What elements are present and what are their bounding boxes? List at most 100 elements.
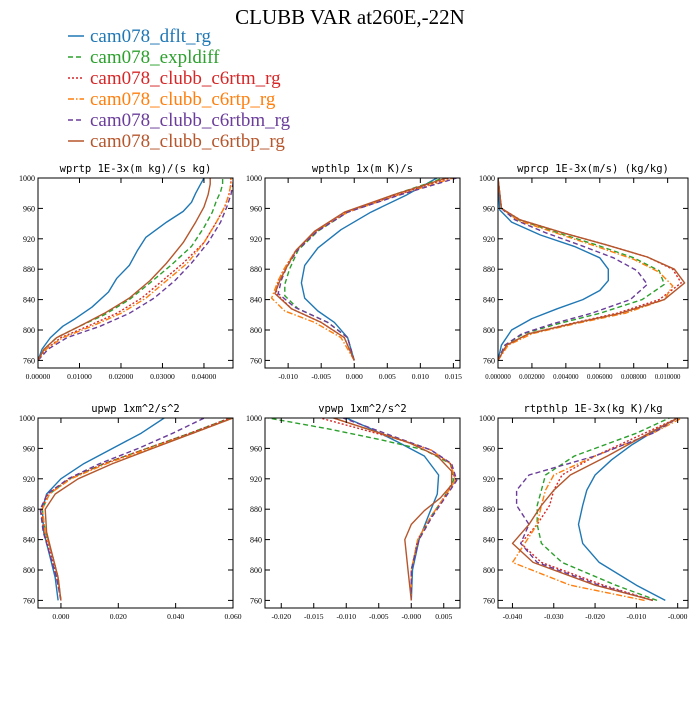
series-group [270, 178, 457, 361]
y-tick-label: 920 [23, 475, 35, 484]
y-tick-label: 920 [23, 235, 35, 244]
y-tick-label: 960 [250, 204, 262, 213]
y-tick-label: 800 [23, 566, 35, 575]
x-tick-label: 0.006000 [587, 374, 613, 381]
series-line [300, 178, 438, 361]
series-group [511, 418, 683, 602]
x-tick-label: 0.03000 [150, 372, 175, 381]
legend-label: cam078_clubb_c6rtp_rg [90, 89, 276, 110]
y-tick-label: 960 [483, 204, 495, 213]
y-tick-label: 1000 [246, 174, 262, 183]
series-line [39, 418, 205, 601]
plot-frame [264, 177, 461, 369]
y-tick-label: 840 [483, 536, 495, 545]
panel: vpwp 1xm^2/s^2 760 800 840 880 920 960 1000 -0.0… [246, 403, 461, 621]
series-line [498, 178, 609, 361]
series-group [498, 178, 686, 361]
y-tick-label: 880 [23, 505, 35, 514]
y-tick-label: 1000 [479, 414, 495, 423]
x-tick-label: -0.005 [311, 372, 331, 381]
plot-frame [497, 417, 689, 609]
y-tick-label: 1000 [479, 174, 495, 183]
series-line [498, 178, 674, 361]
x-tick-label: 0.00000 [26, 372, 51, 381]
legend-item: cam078_clubb_c6rtp_rg [68, 89, 276, 110]
x-tick-label: 0.000000 [485, 374, 511, 381]
y-tick-label: 800 [23, 326, 35, 335]
series-line [520, 418, 678, 602]
y-tick-label: 840 [250, 536, 262, 545]
y-tick-label: 920 [250, 235, 262, 244]
series-line [38, 178, 232, 361]
panel: rtpthlp 1E-3x(kg K)/kg 760 800 840 880 920 960… [479, 403, 689, 621]
series-line [274, 178, 448, 361]
y-tick-label: 880 [250, 505, 262, 514]
y-tick-label: 800 [483, 326, 495, 335]
x-tick-label: 0.002000 [519, 374, 545, 381]
legend-item: cam078_clubb_c6rtm_rg [68, 68, 281, 89]
y-tick-label: 840 [250, 296, 262, 305]
y-tick-label: 880 [483, 265, 495, 274]
y-tick-label: 920 [483, 475, 495, 484]
series-line [577, 418, 679, 602]
y-tick-label: 1000 [19, 414, 35, 423]
x-tick-label: 0.000 [346, 372, 363, 381]
series-line [41, 418, 165, 601]
legend-label: cam078_expldiff [90, 47, 220, 68]
series-line [38, 178, 211, 361]
y-tick-label: 760 [483, 356, 495, 365]
series-line [498, 178, 648, 361]
panel-title: vpwp 1xm^2/s^2 [318, 403, 407, 415]
x-tick-label: -0.010 [627, 612, 647, 621]
y-tick-label: 960 [23, 204, 35, 213]
series-line [515, 418, 679, 602]
y-tick-label: 800 [250, 326, 262, 335]
x-tick-label: 0.005 [379, 372, 396, 381]
x-tick-label: 0.015 [445, 372, 462, 381]
series-line [342, 418, 458, 601]
y-tick-label: 960 [483, 444, 495, 453]
x-tick-label: 0.060 [224, 612, 241, 621]
y-tick-label: 920 [483, 235, 495, 244]
figure-title: CLUBB VAR at260E,-22N [235, 5, 465, 29]
legend-label: cam078_clubb_c6rtm_rg [90, 68, 281, 89]
panel-title: wpthlp 1x(m K)/s [312, 163, 413, 175]
x-tick-label: -0.005 [369, 612, 389, 621]
x-tick-label: 0.000 [52, 612, 69, 621]
x-tick-label: -0.020 [271, 612, 291, 621]
y-tick-label: 960 [250, 444, 262, 453]
plot-frame [497, 177, 689, 369]
y-tick-label: 1000 [19, 174, 35, 183]
series-line [498, 178, 686, 361]
x-tick-label: 0.004000 [553, 374, 579, 381]
y-tick-label: 880 [250, 265, 262, 274]
series-line [511, 418, 679, 602]
y-tick-label: 1000 [246, 414, 262, 423]
y-tick-label: 760 [250, 596, 262, 605]
x-tick-label: -0.010 [278, 372, 298, 381]
x-tick-label: 0.005 [435, 612, 452, 621]
panels: wprtp 1E-3x(m kg)/(s kg) 760 800 840 880 920 9… [19, 163, 689, 621]
y-tick-label: 960 [23, 444, 35, 453]
series-line [38, 178, 232, 361]
plot-frame [37, 417, 234, 609]
series-line [536, 418, 670, 602]
legend-item: cam078_clubb_c6rtbp_rg [68, 131, 285, 152]
x-tick-label: 0.010000 [655, 374, 681, 381]
plot-frame [37, 177, 234, 369]
series-line [41, 418, 231, 601]
x-tick-label: 0.040 [167, 612, 184, 621]
x-tick-label: -0.000 [668, 612, 688, 621]
legend-label: cam078_dflt_rg [90, 26, 212, 47]
x-tick-label: -0.040 [503, 612, 523, 621]
x-tick-label: -0.020 [585, 612, 605, 621]
legend-item: cam078_clubb_c6rtbm_rg [68, 110, 291, 131]
x-tick-label: -0.000 [401, 612, 421, 621]
y-tick-label: 840 [23, 296, 35, 305]
legend-label: cam078_clubb_c6rtbm_rg [90, 110, 291, 131]
panel: wpthlp 1x(m K)/s 760 800 840 880 920 960 1000 -0… [246, 163, 462, 381]
y-tick-label: 880 [483, 505, 495, 514]
y-tick-label: 840 [483, 296, 495, 305]
legend-item: cam078_dflt_rg [68, 26, 212, 47]
